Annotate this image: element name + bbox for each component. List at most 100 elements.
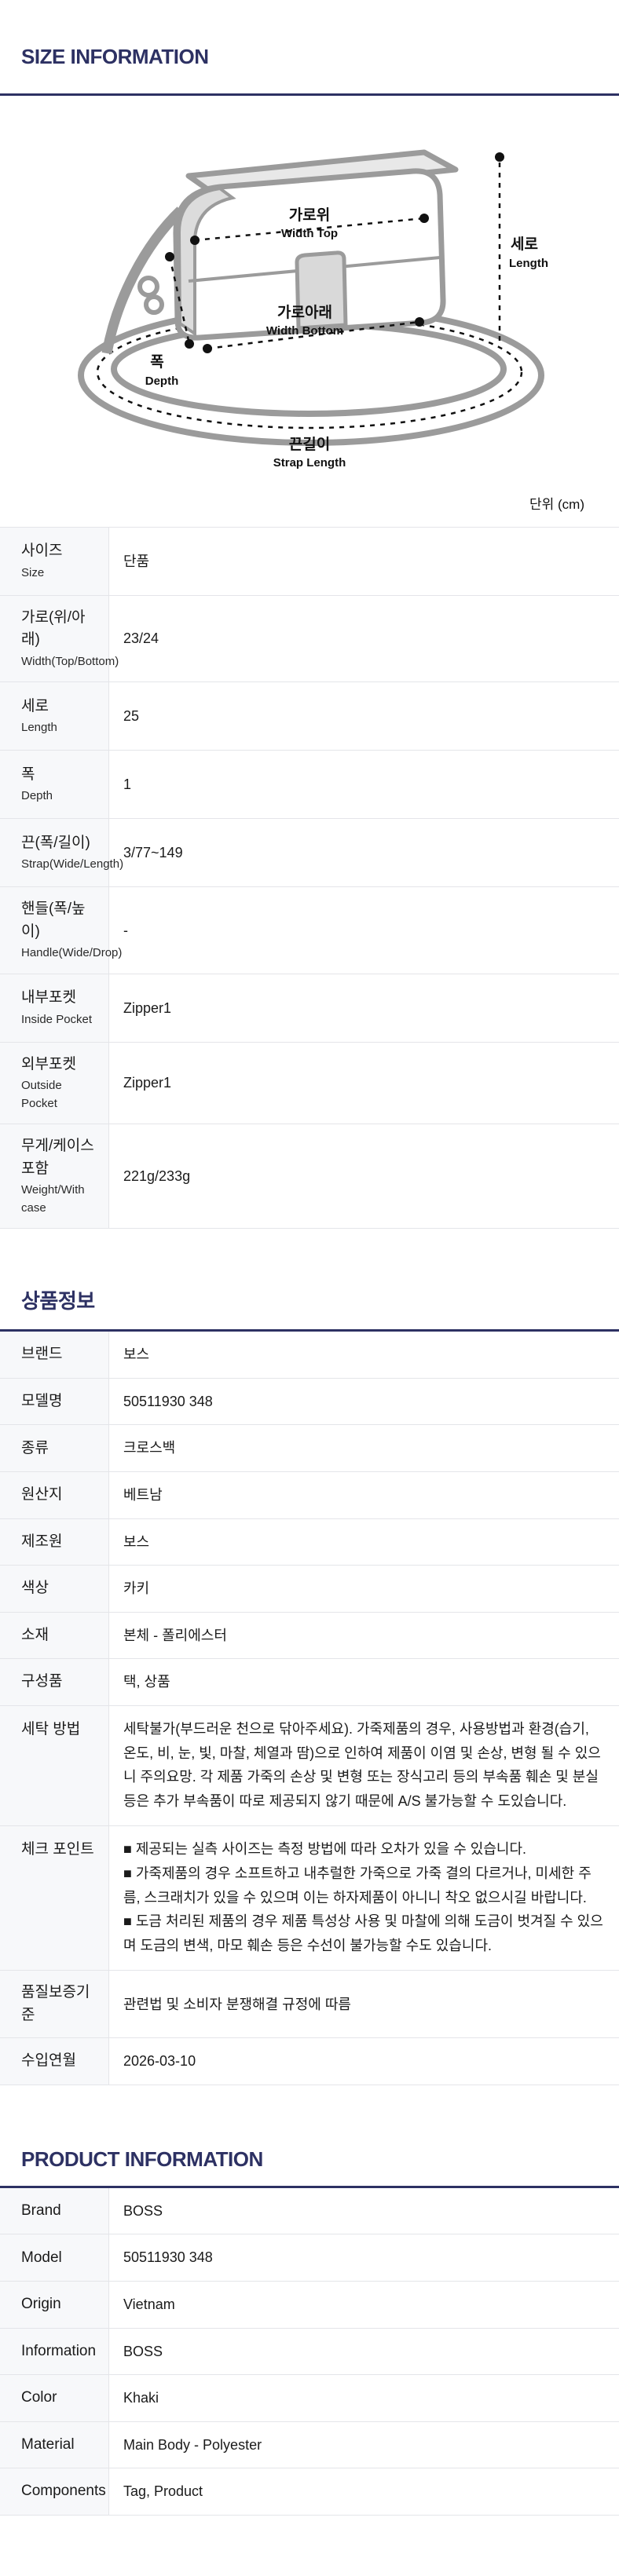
row-label-en: Weight/With case — [21, 1183, 85, 1215]
bag-center-band — [295, 250, 348, 331]
row-label-kr: 가로(위/아래) — [21, 608, 86, 649]
row-label-en: Brand — [21, 2201, 61, 2219]
row-label: Brand — [0, 2187, 109, 2234]
diagram-label-width-bottom-en: Width Bottom — [266, 324, 343, 338]
diagram-label-strap-length-en: Strap Length — [273, 456, 346, 470]
bag-side-gusset — [177, 186, 236, 337]
diagram-label-strap-length-kr: 끈길이 — [289, 436, 330, 453]
row-value: 2026-03-10 — [123, 2053, 196, 2070]
row-label-en: Information — [21, 2342, 97, 2359]
row-label: 내부포켓 Inside Pocket — [0, 974, 109, 1042]
row-value: 본체 - 폴리에스터 — [123, 1627, 227, 1643]
table-row: 무게/케이스포함 Weight/With case 221g/233g — [0, 1124, 619, 1230]
row-label-kr: 외부포켓 — [21, 1055, 76, 1072]
row-value: 25 — [123, 708, 140, 725]
row-label: Information — [0, 2328, 109, 2375]
table-row: 외부포켓 Outside Pocket Zipper1 — [0, 1042, 619, 1125]
row-value: 221g/233g — [123, 1168, 191, 1185]
row-label: 색상 — [0, 1566, 109, 1612]
row-value: 50511930 348 — [123, 2249, 213, 2266]
diagram-label-width-bottom-kr: 가로아래 — [277, 304, 332, 321]
row-label-kr: 종류 — [21, 1439, 49, 1456]
row-label-en: Model — [21, 2249, 62, 2266]
table-row: Material Main Body - Polyester — [0, 2421, 619, 2469]
diagram-label-length-en: Length — [509, 257, 548, 270]
section-divider — [0, 1329, 619, 1332]
product-info-kr-table: 브랜드 보스 모델명 50511930 348 종류 크로스백 원산지 베트남 … — [0, 1332, 619, 2085]
table-row: 원산지 베트남 — [0, 1472, 619, 1519]
row-label: 브랜드 — [0, 1332, 109, 1378]
row-label-kr: 소재 — [21, 1626, 49, 1643]
row-label: 핸들(폭/높이) Handle(Wide/Drop) — [0, 887, 123, 974]
row-label-en: Strap(Wide/Length) — [21, 857, 124, 871]
row-label-kr: 제조원 — [21, 1533, 63, 1550]
diagram-label-depth-kr: 폭 — [150, 353, 163, 371]
row-label-kr: 무게/케이스포함 — [21, 1138, 94, 1177]
bottom-spacer — [0, 2516, 619, 2567]
row-label: 폭 Depth — [0, 751, 109, 819]
table-row: 세로 Length 25 — [0, 682, 619, 751]
table-row: 가로(위/아래) Width(Top/Bottom) 23/24 — [0, 595, 619, 683]
table-row: 색상 카키 — [0, 1566, 619, 1613]
row-label-kr: 세로 — [21, 697, 49, 714]
row-label: 종류 — [0, 1425, 109, 1472]
section-divider — [0, 93, 619, 96]
product-info-en-table: Brand BOSS Model 50511930 348 Origin Vie… — [0, 2187, 619, 2516]
row-label-kr: 브랜드 — [21, 1346, 63, 1363]
row-label-kr: 수입연월 — [21, 2052, 76, 2070]
row-label: Color — [0, 2375, 109, 2421]
row-label: Origin — [0, 2282, 109, 2328]
row-value: 보스 — [123, 1346, 150, 1363]
row-label-kr: 핸들(폭/높이) — [21, 901, 86, 940]
row-value: 보스 — [123, 1533, 150, 1550]
row-value: 택, 상품 — [123, 1674, 170, 1690]
table-row: 제조원 보스 — [0, 1518, 619, 1566]
size-table: 사이즈 Size 단품 가로(위/아래) Width(Top/Bottom) 2… — [0, 526, 619, 1230]
measure-dot — [190, 235, 200, 245]
table-row: 수입연월 2026-03-10 — [0, 2038, 619, 2085]
row-label: 세로 Length — [0, 682, 109, 751]
row-value: 관련법 및 소비자 분쟁해결 규정에 따름 — [123, 1996, 351, 2012]
row-value: 크로스백 — [123, 1440, 176, 1456]
row-value: BOSS — [123, 2343, 163, 2359]
strap-inner-loop — [111, 320, 507, 417]
row-label: 제조원 — [0, 1518, 109, 1566]
row-label-kr: 원산지 — [21, 1486, 63, 1504]
diagram-label-length-kr: 세로 — [511, 236, 538, 253]
row-label-kr: 끈(폭/길이) — [21, 834, 90, 851]
table-row: 내부포켓 Inside Pocket Zipper1 — [0, 974, 619, 1043]
row-value: 세탁불가(부드러운 천으로 닦아주세요). 가죽제품의 경우, 사용방법과 환경… — [123, 1721, 601, 1809]
zipper-pull-icon — [137, 275, 159, 298]
measure-dot — [165, 251, 174, 261]
row-label-kr: 품질보증기준 — [21, 1984, 90, 2023]
row-value: 23/24 — [123, 630, 159, 647]
row-value: 카키 — [123, 1580, 150, 1597]
row-value: 50511930 348 — [123, 1393, 213, 1409]
row-label: 원산지 — [0, 1472, 109, 1518]
diagram-label-width-top-kr: 가로위 — [289, 206, 330, 224]
size-information-title: SIZE INFORMATION — [21, 45, 209, 68]
table-row: Brand BOSS — [0, 2187, 619, 2235]
row-label-en: Width(Top/Bottom) — [21, 654, 119, 668]
measure-dot — [495, 152, 504, 162]
row-label: 모델명 — [0, 1378, 109, 1425]
table-row: 모델명 50511930 348 — [0, 1378, 619, 1426]
row-value: Main Body - Polyester — [123, 2436, 262, 2453]
depth-measure-line — [168, 256, 191, 345]
row-label: 세탁 방법 — [0, 1706, 109, 1826]
row-label: Material — [0, 2421, 109, 2468]
table-row: 소재 본체 - 폴리에스터 — [0, 1612, 619, 1660]
row-label-en: Handle(Wide/Drop) — [21, 946, 123, 960]
strap-connector — [101, 206, 185, 355]
row-label: 사이즈 Size — [0, 527, 109, 595]
table-row: Components Tag, Product — [0, 2468, 619, 2516]
product-information-title: PRODUCT INFORMATION — [21, 2147, 263, 2171]
table-row: Information BOSS — [0, 2328, 619, 2376]
row-value: Tag, Product — [123, 2483, 203, 2500]
table-row: 종류 크로스백 — [0, 1425, 619, 1473]
table-row: 핸들(폭/높이) Handle(Wide/Drop) - — [0, 887, 619, 974]
diagram-label-depth-en: Depth — [145, 375, 179, 388]
row-label-kr: 폭 — [21, 765, 35, 783]
row-value: 단품 — [123, 553, 150, 569]
measure-dot — [415, 316, 424, 327]
